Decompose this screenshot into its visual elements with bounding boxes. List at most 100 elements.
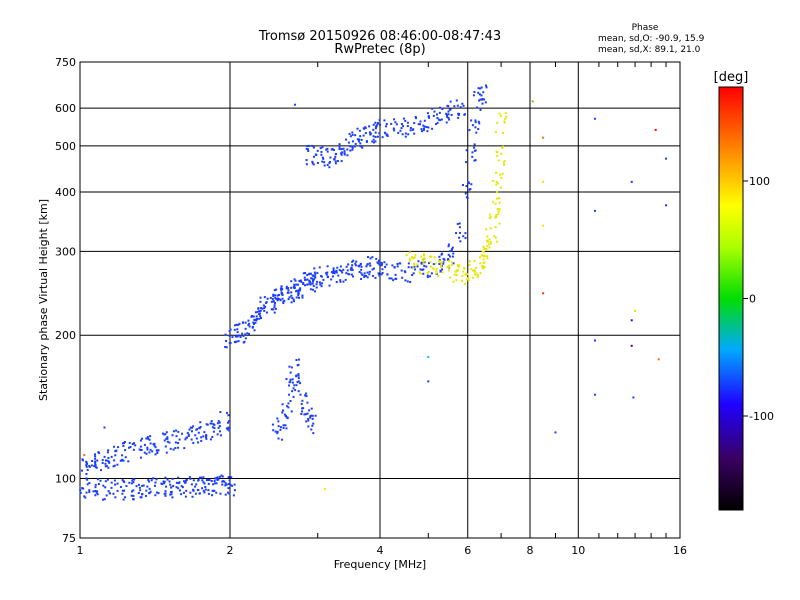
data-point [127,460,130,463]
data-point [465,161,468,164]
data-point [311,144,314,147]
data-point [272,295,275,298]
data-point [113,459,116,462]
data-point [410,256,413,259]
data-point [291,390,294,393]
data-point [498,208,501,211]
data-point [330,278,333,281]
data-point [307,417,310,420]
data-point [468,188,471,191]
data-point [503,163,506,166]
data-point [496,154,499,157]
data-point [479,108,482,111]
data-point [351,145,354,148]
data-point [303,284,306,287]
data-point [362,134,365,137]
data-point [205,423,208,426]
data-point [247,319,250,322]
data-point [321,160,324,163]
data-point [95,466,98,469]
data-point [413,132,416,135]
data-point [328,284,331,287]
data-point [141,492,144,495]
data-point [296,364,299,367]
x-tick-label: 6 [464,544,471,557]
data-point [338,143,341,146]
data-point [281,438,284,441]
data-point [326,147,329,150]
data-point [475,131,478,134]
data-point [162,480,165,483]
data-point [377,262,380,265]
data-point [85,464,88,467]
data-point [365,274,368,277]
data-point [205,479,208,482]
data-point [407,133,410,136]
data-point [119,485,122,488]
data-point [94,457,97,460]
data-point [192,425,195,428]
data-point [422,272,425,275]
data-point [339,280,342,283]
data-point [200,439,203,442]
x-axis-label: Frequency [MHz] [334,558,426,571]
data-point [386,273,389,276]
data-point [394,273,397,276]
data-point [421,259,424,262]
data-point [456,222,459,225]
data-point [198,426,201,429]
data-point [320,285,323,288]
data-point [291,296,294,299]
data-point [443,258,446,261]
data-point [408,251,411,254]
data-point [495,171,498,174]
data-point [441,261,444,264]
data-point [343,150,346,153]
data-point [630,319,633,322]
data-point [439,106,442,109]
data-point [334,160,337,163]
data-point [122,444,125,447]
data-point [224,333,227,336]
data-point [461,102,464,105]
data-point [144,494,147,497]
data-point [142,484,145,487]
data-point [297,292,300,295]
data-point [223,480,226,483]
data-point [311,280,314,283]
data-point [315,283,318,286]
data-point [406,125,409,128]
data-point [273,301,276,304]
data-point [427,115,430,118]
data-point [189,477,192,480]
data-point [293,286,296,289]
data-point [376,135,379,138]
data-point [352,259,355,262]
data-point [413,256,416,259]
data-point [341,271,344,274]
data-point [384,265,387,268]
data-point [399,129,402,132]
data-point [455,274,458,277]
data-point [166,478,169,481]
data-point [379,123,382,126]
data-point [447,245,450,248]
data-point [122,498,125,501]
data-point [410,266,413,269]
data-point [404,132,407,135]
data-point [293,384,296,387]
data-point [427,270,430,273]
data-point [162,432,165,435]
data-point [442,261,445,264]
data-point [189,426,192,429]
data-point [420,255,423,258]
data-point [200,476,203,479]
data-point [121,489,124,492]
data-point [453,273,456,276]
data-point [272,308,275,311]
data-point [225,346,228,349]
data-point [217,426,220,429]
data-point [447,264,450,267]
data-point [494,226,497,229]
data-point [474,273,477,276]
